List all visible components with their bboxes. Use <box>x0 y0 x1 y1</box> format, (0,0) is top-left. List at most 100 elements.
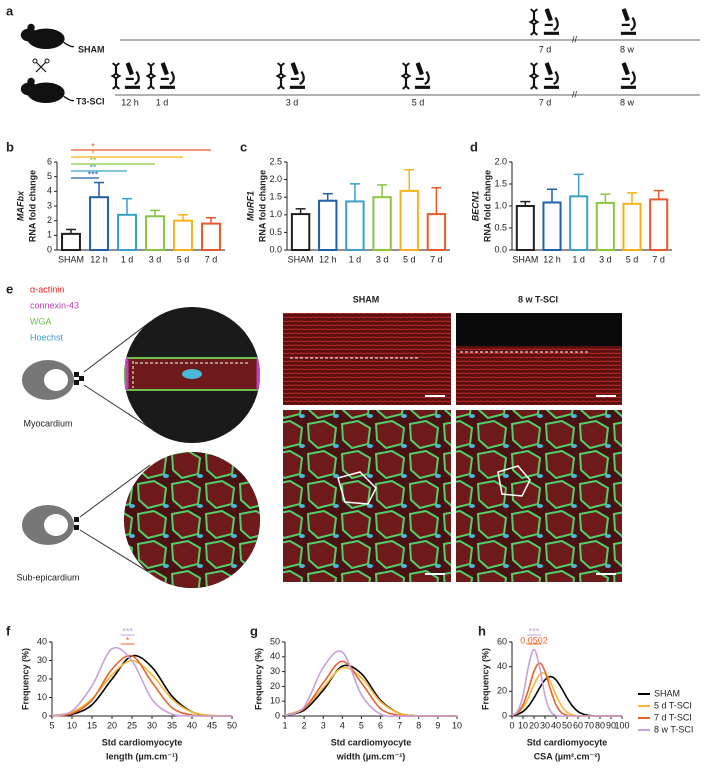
zoom-line <box>83 384 151 429</box>
distribution-curve <box>284 666 458 717</box>
group-label: SHAM <box>78 44 105 54</box>
panel-label: h <box>478 623 486 638</box>
region-mark <box>79 376 84 381</box>
x-tick-label: 1 <box>282 720 287 730</box>
micrograph <box>283 410 451 582</box>
bar <box>89 196 109 251</box>
y-tick-label: 1.5 <box>494 178 507 188</box>
x-tick-label: 5 d <box>626 254 639 264</box>
stain-label: Hoechst <box>30 332 64 342</box>
scissors-icon <box>44 58 50 64</box>
y-axis-title: Frequency (%) <box>253 648 263 710</box>
x-tick-label: 40 <box>187 720 197 730</box>
significance-label: * <box>91 148 95 158</box>
panel-label: f <box>6 623 11 638</box>
legend-label: SHAM <box>654 688 680 698</box>
y-axis-title: RNA fold change <box>27 170 37 242</box>
x-tick-label: 7 d <box>205 254 218 264</box>
y-tick-label: 5 <box>47 171 52 181</box>
legend-label: 5 d T-SCI <box>654 700 692 710</box>
bar <box>173 219 193 252</box>
stain-label: WGA <box>30 316 52 326</box>
y-tick-label: 3 <box>47 200 52 210</box>
x-axis-title: Std cardiomyocyte <box>102 737 183 747</box>
x-tick-label: 0 <box>509 720 514 730</box>
heart-icon <box>22 505 79 545</box>
y-tick-label: 40 <box>270 651 280 661</box>
y-tick-label: 2.5 <box>269 156 282 166</box>
bar <box>61 232 81 252</box>
bar <box>515 205 535 251</box>
x-tick-label: 9 <box>435 720 440 730</box>
panel-label: e <box>6 281 13 296</box>
x-tick-label: 10 <box>452 720 462 730</box>
legend-label: 8 w T-SCI <box>654 724 693 734</box>
y-axis-gene: MAFbx <box>15 190 25 221</box>
region-label: Sub-epicardium <box>16 572 79 582</box>
time-label: 3 d <box>286 97 299 107</box>
dna-icon <box>401 62 411 90</box>
x-tick-label: 15 <box>87 720 97 730</box>
x-tick-label: 3 d <box>599 254 612 264</box>
time-label: 7 d <box>539 44 552 54</box>
x-tick-label: 7 d <box>652 254 665 264</box>
bar <box>542 201 562 251</box>
y-tick-label: 50 <box>270 636 280 646</box>
bar <box>569 195 589 252</box>
bar <box>426 213 447 251</box>
y-tick-label: 2.0 <box>494 156 507 166</box>
x-tick-label: 60 <box>573 720 583 730</box>
y-tick-label: 0.0 <box>494 244 507 254</box>
microscope-icon <box>543 62 559 90</box>
axis-break: // <box>572 89 578 99</box>
time-label: 7 d <box>539 97 552 107</box>
y-tick-label: 2 <box>47 215 52 225</box>
cell-cross-section <box>124 452 260 588</box>
y-tick-label: 0 <box>275 710 280 720</box>
microscope-icon <box>289 62 305 90</box>
y-axis-gene: BECN1 <box>470 191 480 222</box>
microscope-icon <box>620 62 636 90</box>
mouse-icon <box>20 77 74 104</box>
axis-break: // <box>572 34 578 44</box>
x-tick-label: 12 h <box>90 254 108 264</box>
column-label: 8 w T-SCI <box>518 294 558 304</box>
distribution-curve <box>51 659 233 717</box>
y-tick-label: 1.0 <box>269 209 282 219</box>
micrograph <box>283 313 451 405</box>
distribution-curve <box>51 646 233 717</box>
region-mark <box>74 372 79 377</box>
bar <box>318 199 338 251</box>
y-tick-label: 1.5 <box>269 192 282 202</box>
y-tick-label: 0.0 <box>269 244 282 254</box>
y-tick-label: 6 <box>47 156 52 166</box>
significance-label: *** <box>529 626 540 636</box>
group-label: T3-SCI <box>76 96 105 106</box>
y-tick-label: 20 <box>270 681 280 691</box>
x-tick-label: 5 <box>359 720 364 730</box>
y-tick-label: 1 <box>47 230 52 240</box>
x-tick-label: 3 d <box>376 254 389 264</box>
x-tick-label: 12 h <box>319 254 337 264</box>
x-tick-label: 70 <box>584 720 594 730</box>
dna-icon <box>529 62 539 90</box>
region-label: Myocardium <box>23 418 72 428</box>
x-tick-label: 1 d <box>572 254 585 264</box>
microscope-icon <box>159 62 175 90</box>
x-tick-label: 4 <box>340 720 345 730</box>
stain-label: connexin-43 <box>30 300 79 310</box>
dna-icon <box>276 62 286 90</box>
x-tick-label: 8 <box>416 720 421 730</box>
x-axis-title: width (µm.cm⁻¹) <box>336 751 405 761</box>
nucleus <box>182 369 202 379</box>
time-label: 8 w <box>620 97 635 107</box>
heart-cavity <box>44 514 68 536</box>
significance-label: *** <box>88 169 99 179</box>
x-tick-label: SHAM <box>58 254 84 264</box>
bar <box>345 200 365 251</box>
y-tick-label: 4 <box>47 186 52 196</box>
bar <box>595 201 615 251</box>
time-label: 12 h <box>121 97 139 107</box>
x-tick-label: 5 d <box>403 254 416 264</box>
